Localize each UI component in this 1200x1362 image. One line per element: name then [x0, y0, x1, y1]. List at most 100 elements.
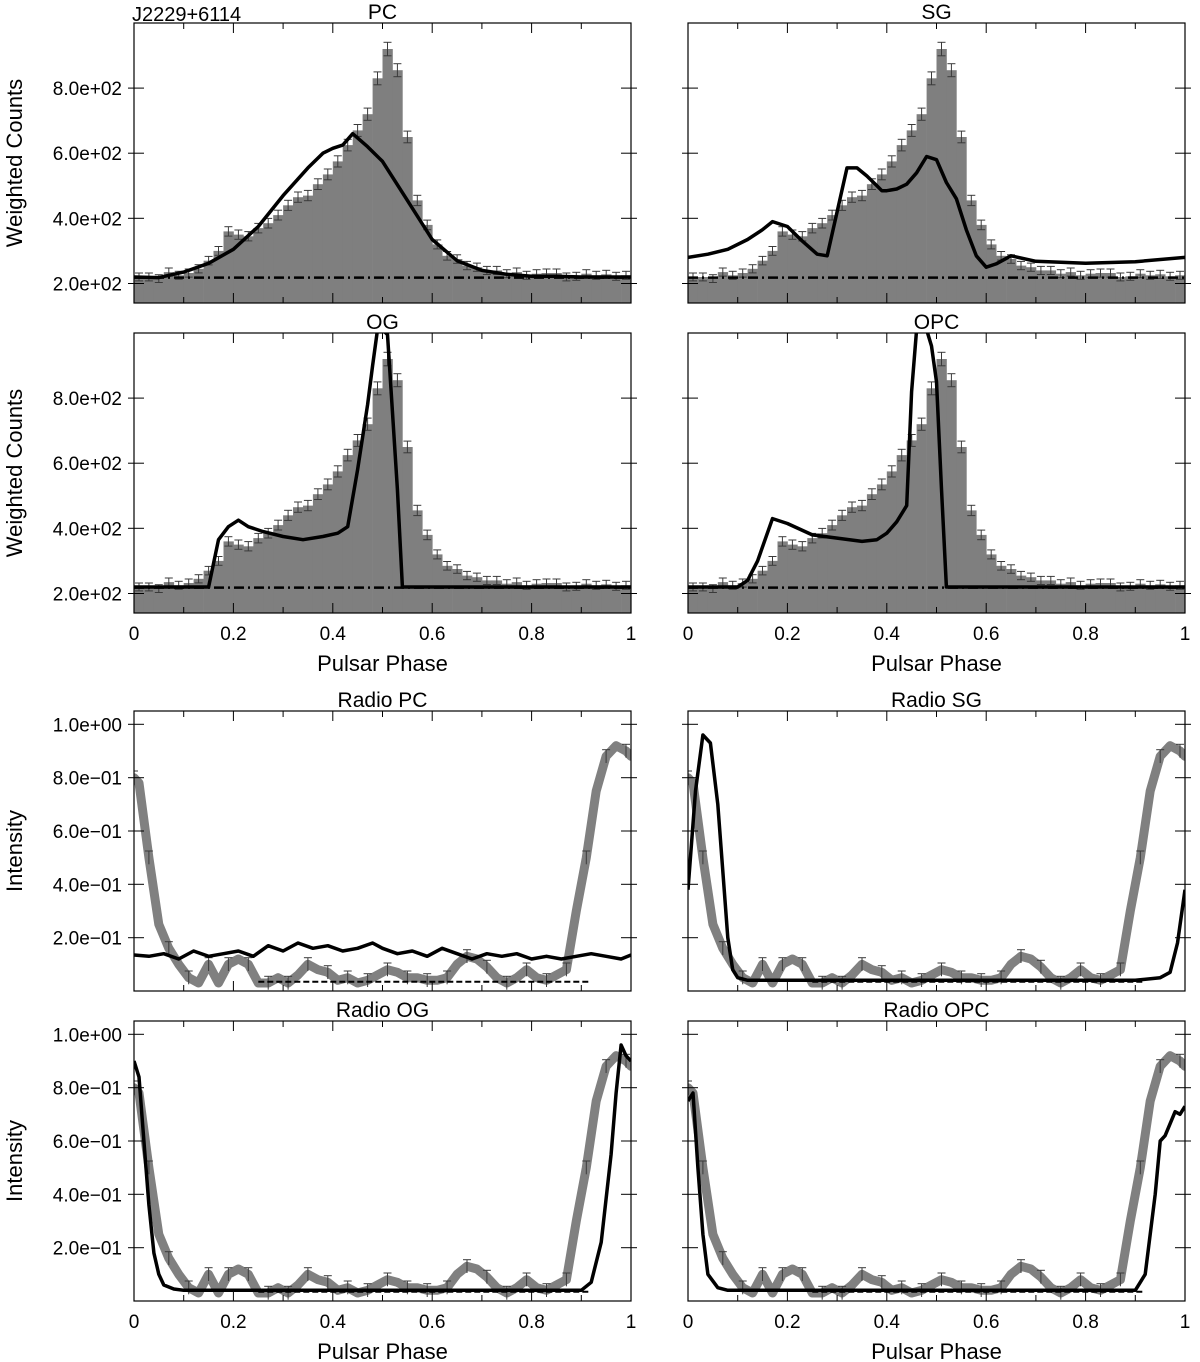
histogram-bar [362, 424, 373, 613]
y-tick-label: 4.0e−01 [53, 875, 122, 896]
panel-title: Radio OPC [883, 999, 989, 1022]
x-tick-label: 0.4 [874, 1312, 901, 1333]
panel-opc: 0 0.2 0.4 0.6 0.8 1 OPC Pulsar Phase [682, 311, 1191, 676]
histogram-bar [727, 275, 739, 303]
x-tick-label: 0 [683, 1312, 694, 1333]
histogram-bar [571, 276, 582, 303]
histogram-bar [143, 277, 155, 303]
y-axis-label: Weighted Counts [2, 79, 27, 247]
histogram-bar [757, 260, 768, 303]
panel-title: OG [366, 311, 399, 334]
y-axis-label: Intensity [2, 1120, 27, 1202]
histogram-bar [926, 78, 937, 303]
histogram-bar [233, 544, 244, 613]
histogram-bar [906, 130, 917, 303]
histogram-bar [777, 541, 788, 613]
histogram-bar [332, 161, 344, 303]
histogram-bar [1145, 585, 1156, 613]
histogram-bar [491, 580, 503, 613]
histogram-bar [807, 538, 818, 613]
data-layer-sg [688, 41, 1185, 303]
data-layer-radio-pc [134, 741, 631, 990]
histogram-bar [601, 584, 612, 613]
histogram-bar [561, 587, 572, 613]
histogram-bar [1065, 272, 1076, 303]
histogram-bar [697, 277, 709, 303]
y-tick-label: 1.0e+00 [53, 715, 122, 736]
histogram-bar [1125, 586, 1136, 613]
y-tick-label: 8.0e+02 [53, 79, 122, 100]
histogram-bar [422, 224, 433, 303]
source-name-label: J2229+6114 [132, 4, 241, 26]
histogram-bar [717, 582, 729, 613]
histogram-bar [1095, 583, 1106, 613]
y-tick-label: 8.0e−01 [53, 769, 122, 790]
histogram-bar [134, 587, 145, 613]
histogram-bar [717, 272, 729, 303]
histogram-bar [491, 270, 503, 303]
histogram-bar [747, 578, 758, 613]
histogram-bar [442, 565, 453, 613]
histogram-bar [777, 231, 788, 303]
histogram-bar [511, 272, 522, 303]
histogram-bar [312, 184, 324, 303]
histogram-bar [707, 588, 719, 613]
model-line [688, 1091, 1185, 1293]
x-tick-label: 0 [129, 1312, 140, 1333]
histogram-bar [857, 195, 868, 303]
x-tick-label: 1 [1180, 1312, 1191, 1333]
histogram-bar [263, 533, 274, 613]
histogram-bar [283, 515, 294, 613]
histogram-bar [1035, 270, 1047, 303]
histogram-bar [866, 494, 878, 613]
histogram-bar [571, 586, 582, 613]
histogram-bar [727, 585, 739, 613]
y-tick-label: 8.0e+02 [53, 389, 122, 410]
histogram-bar [432, 554, 443, 613]
histogram-bar [797, 236, 808, 303]
histogram-bar [372, 78, 383, 303]
histogram-bar [143, 587, 155, 613]
y-tick-label: 6.0e−01 [53, 822, 122, 843]
histogram-bar [757, 570, 768, 613]
x-tick-label: 1 [626, 1312, 637, 1333]
histogram-bar [223, 231, 234, 303]
histogram-bar [817, 223, 828, 303]
histogram-bar [1085, 583, 1096, 613]
histogram-bar [312, 494, 324, 613]
histogram-bar [966, 510, 977, 613]
histogram-bar [462, 575, 473, 613]
x-tick-label: 0.6 [973, 624, 999, 645]
histogram-bar [837, 515, 848, 613]
histogram-bar [976, 534, 987, 613]
histogram-bar [1045, 270, 1057, 303]
histogram-bar [193, 268, 204, 303]
x-tick-label: 0.2 [774, 1312, 800, 1333]
x-tick-label: 0 [129, 624, 140, 645]
histogram-bar [1105, 583, 1116, 613]
histogram-bar [203, 570, 214, 613]
histogram-bar [561, 277, 572, 303]
histogram-bar [946, 70, 957, 303]
histogram-bar [481, 580, 493, 613]
histogram-bar [1115, 587, 1126, 613]
histogram-bar [1026, 267, 1037, 303]
histogram-bar [293, 197, 304, 303]
radio-profile-line [134, 741, 631, 988]
histogram-bar [1165, 586, 1176, 613]
histogram-bar [621, 275, 631, 303]
y-tick-label: 8.0e−01 [53, 1079, 122, 1100]
x-tick-label: 0.6 [973, 1312, 999, 1333]
histogram-bar [1085, 273, 1096, 303]
histogram-bar [986, 554, 997, 613]
data-layer-og [134, 333, 631, 613]
histogram-bar [1095, 273, 1106, 303]
histogram-bar [621, 585, 631, 613]
data-layer-radio-opc [688, 1051, 1185, 1300]
histogram-bar [1035, 580, 1047, 613]
histogram-bar [412, 510, 423, 613]
histogram-bar [183, 583, 194, 613]
histogram-bar [263, 223, 274, 303]
